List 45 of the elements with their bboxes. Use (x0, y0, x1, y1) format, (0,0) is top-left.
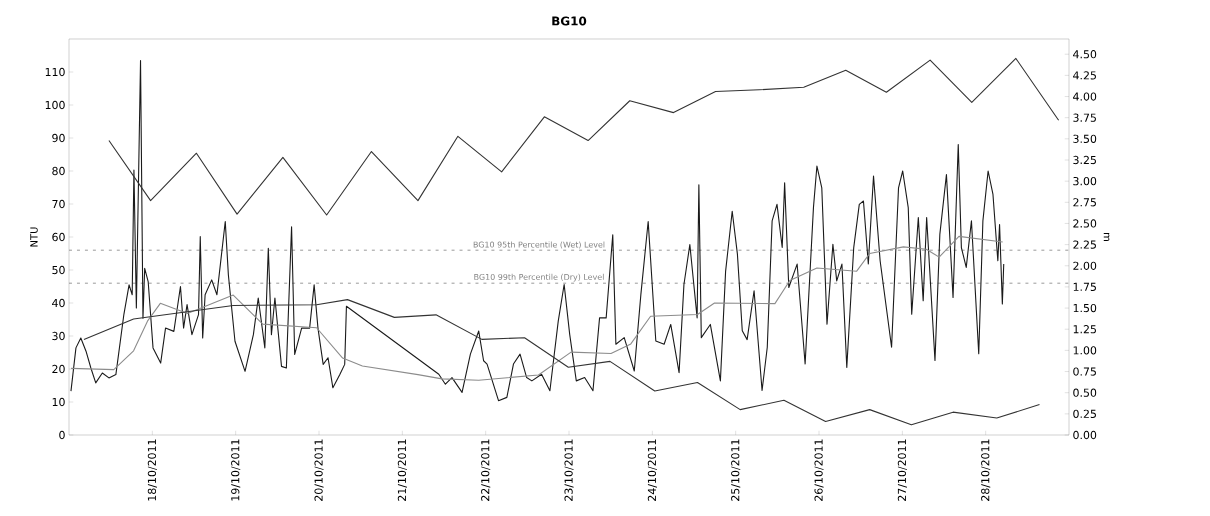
x-tick-label: 25/10/2011 (731, 439, 741, 501)
y-tick-label: 40 (52, 298, 65, 308)
x-tick-label: 26/10/2011 (814, 439, 824, 501)
y-tick-label: 30 (52, 331, 65, 341)
x-tick-label: 19/10/2011 (231, 439, 241, 501)
y2-tick-label: 2.00 (1073, 261, 1097, 270)
y2-tick-label: 0.50 (1073, 388, 1097, 397)
y2-tick-label: 3.00 (1073, 177, 1097, 186)
y-tick-label: 10 (52, 397, 65, 407)
y2-axis-title: m (1103, 233, 1110, 241)
y2-tick-label: 1.75 (1073, 282, 1096, 291)
y2-tick-label: 1.00 (1073, 346, 1097, 355)
y2-tick-label: 4.25 (1073, 71, 1096, 80)
y2-tick-label: 3.75 (1073, 113, 1096, 122)
y2-tick-label: 0.00 (1073, 430, 1097, 440)
y-tick-label: 70 (52, 199, 65, 209)
x-tick-label: 27/10/2011 (897, 439, 907, 501)
x-tick-label: 24/10/2011 (647, 439, 657, 501)
x-tick-label: 18/10/2011 (147, 439, 157, 501)
chart-title: BG10 (552, 16, 587, 26)
y-tick-label: 20 (52, 364, 65, 374)
y-tick-label: 110 (45, 67, 65, 77)
x-tick-label: 23/10/2011 (564, 439, 574, 501)
y-axis-title: NTU (30, 227, 38, 247)
y-tick-label: 60 (52, 232, 65, 242)
y-tick-label: 90 (52, 133, 65, 143)
y2-tick-label: 0.75 (1073, 367, 1096, 376)
y2-tick-label: 2.75 (1073, 198, 1096, 207)
y2-tick-label: 1.50 (1073, 303, 1097, 313)
y2-tick-label: 4.00 (1073, 92, 1097, 101)
y2-tick-label: 0.25 (1073, 409, 1096, 418)
y2-tick-label: 3.50 (1073, 134, 1097, 143)
y2-tick-label: 1.25 (1073, 325, 1096, 334)
y-tick-label: 0 (59, 430, 65, 440)
y-tick-label: 50 (52, 265, 65, 275)
y2-tick-label: 2.50 (1073, 219, 1097, 228)
y2-tick-label: 3.25 (1073, 155, 1096, 165)
x-tick-label: 22/10/2011 (481, 439, 491, 501)
y2-tick-label: 2.25 (1073, 240, 1096, 249)
x-tick-label: 21/10/2011 (397, 439, 407, 501)
y-tick-label: 100 (45, 100, 65, 110)
x-tick-label: 20/10/2011 (314, 439, 324, 501)
y2-tick-label: 4.50 (1073, 50, 1097, 59)
x-tick-label: 28/10/2011 (981, 439, 991, 501)
y-tick-label: 80 (52, 166, 65, 176)
